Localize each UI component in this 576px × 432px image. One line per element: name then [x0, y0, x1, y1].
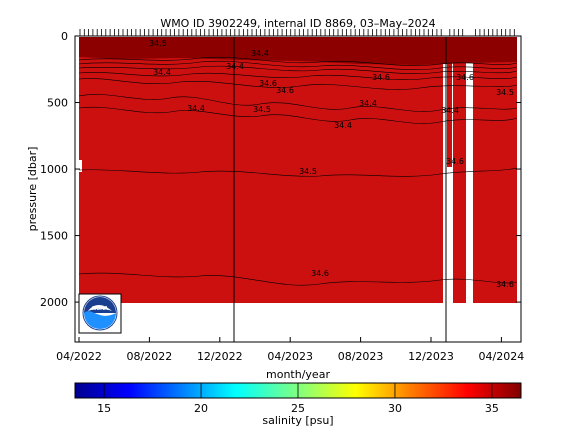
x-axis: 04/2022 08/2022 12/2022 04/2023 08/2023 12/20…: [56, 337, 524, 363]
x-tick-label: 12/2022: [197, 350, 243, 363]
contour-label: 34.5: [253, 105, 271, 114]
contour-label: 34.4: [187, 104, 205, 113]
y-axis: 0 500 1000 1500 2000: [40, 30, 521, 309]
plot-frame: [74, 35, 522, 343]
y-tick-label: 2000: [40, 296, 68, 309]
salinity-field-part-2: [447, 37, 452, 167]
contour-label: 34.6: [496, 280, 514, 289]
colorbar-tick-label: 20: [194, 402, 208, 415]
salinity-field-part-3: [453, 37, 466, 303]
y-tick-label: 500: [47, 97, 68, 110]
colorbar-ticks: 15 20 25 30 35: [97, 383, 499, 415]
contour-label: 34.4: [334, 121, 352, 130]
colorbar-tick-label: 30: [388, 402, 402, 415]
surface-dark-layer: [79, 37, 517, 65]
y-tick-label: 0: [61, 30, 68, 43]
field-gap-1: [79, 160, 82, 172]
noaa-logo: NOAA: [78, 293, 122, 334]
x-tick-label: 12/2023: [408, 350, 454, 363]
contour-label: 34.6: [446, 157, 464, 166]
x-tick-label: 08/2022: [127, 350, 173, 363]
y-tick-label: 1000: [40, 163, 68, 176]
noaa-logo-wave: [84, 311, 116, 329]
profile-ticks: [79, 29, 515, 36]
y-axis-label: pressure [dbar]: [26, 147, 39, 232]
contour-labels: 34.434.434.434.434.534.434.534.634.634.6…: [149, 39, 514, 289]
salinity-field-main: [79, 37, 443, 303]
contour-label: 34.5: [149, 39, 167, 48]
contour-label: 34.5: [496, 88, 514, 97]
contour-label: 34.6: [372, 73, 390, 82]
field-gap-2: [466, 176, 473, 303]
x-tick-label: 04/2023: [267, 350, 313, 363]
contour-label: 34.4: [441, 106, 459, 115]
contour-label: 34.5: [299, 167, 317, 176]
contour-label: 34.6: [456, 73, 474, 82]
x-tick-label: 04/2024: [479, 350, 525, 363]
chart-title: WMO ID 3902249, internal ID 8869, 03–May…: [160, 17, 435, 30]
contour-lines: [78, 56, 518, 286]
salinity-field: [78, 37, 518, 303]
contour-label: 34.6: [311, 269, 329, 278]
colorbar-label: salinity [psu]: [262, 414, 333, 427]
noaa-logo-text: NOAA: [92, 306, 108, 312]
x-tick-label: 04/2022: [56, 350, 102, 363]
x-axis-label: month/year: [266, 368, 330, 381]
contour-label: 34.4: [226, 62, 244, 71]
contour-label: 34.6: [259, 79, 277, 88]
noaa-logo-bird: [88, 304, 112, 311]
y-tick-label: 1500: [40, 230, 68, 243]
colorbar-tick-label: 35: [485, 402, 499, 415]
contour-label: 34.4: [251, 49, 269, 58]
contour-label: 34.6: [276, 86, 294, 95]
contour-label: 34.4: [359, 99, 377, 108]
contour-label: 34.4: [153, 68, 171, 77]
colorbar-tick-label: 25: [291, 402, 305, 415]
colorbar-tick-label: 15: [97, 402, 111, 415]
x-tick-label: 08/2023: [338, 350, 384, 363]
salinity-field-part-4: [473, 37, 517, 303]
